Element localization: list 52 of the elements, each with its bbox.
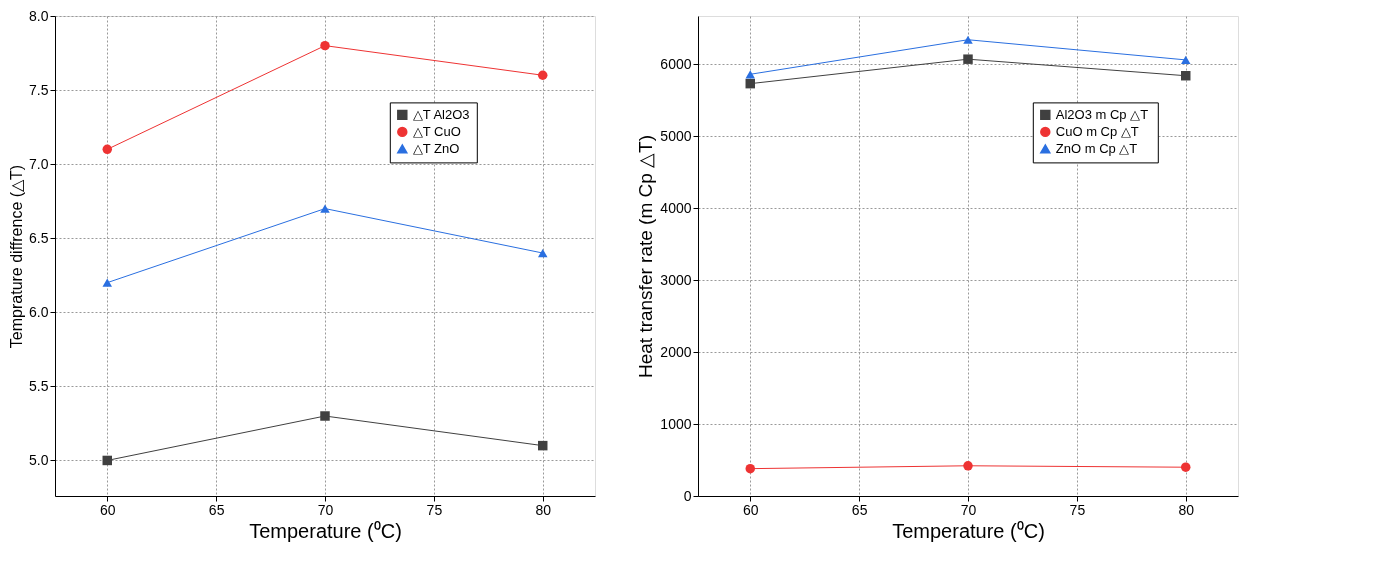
y-tick-label: 2000 [660,343,692,360]
y-tick-label: 7.5 [29,81,49,98]
y-tick-label: 7.0 [29,155,49,172]
x-tick-label: 75 [426,501,443,518]
point [320,411,330,421]
y-axis-title: Temprature diffrence (△T) [8,164,26,349]
x-axis-title: Temperature (⁰C) [892,519,1045,542]
y-tick-label: 6.0 [29,303,49,320]
y-tick-label: 6.5 [29,229,49,246]
legend-label: △T CuO [412,123,461,139]
point [963,461,973,471]
legend-label: ZnO m Cp △T [1055,140,1138,156]
legend-label: CuO m Cp △T [1055,123,1139,139]
x-tick-label: 70 [960,501,977,518]
y-tick-label: 4000 [660,199,692,216]
point [1181,55,1191,65]
point [1181,70,1191,81]
point [538,248,548,258]
y-tick-label: 5.0 [29,451,49,468]
point [963,54,973,64]
x-tick-label: 70 [317,501,334,518]
x-tick-label: 65 [208,501,225,518]
x-tick-label: 60 [99,501,116,518]
point [538,70,548,80]
y-tick-label: 5000 [660,127,692,144]
x-tick-label: 80 [1178,501,1195,518]
point [745,78,755,89]
x-tick-label: 80 [535,501,552,518]
x-axis-title: Temperature (⁰C) [249,519,402,542]
point [745,463,755,474]
point [102,144,112,155]
point [102,455,112,466]
point [538,440,548,451]
point [320,40,330,51]
x-tick-label: 65 [851,501,868,518]
y-tick-label: 5.5 [29,377,49,394]
x-tick-label: 75 [1069,501,1086,518]
point [1181,462,1191,472]
legend-label: △T ZnO [412,140,460,156]
y-tick-label: 3000 [660,271,692,288]
y-tick-label: 0 [683,487,692,504]
legend-label: △T Al2O3 [412,106,470,122]
point [320,204,330,213]
x-tick-label: 60 [742,501,759,518]
point [963,35,973,44]
point [745,70,755,79]
y-tick-label: 6000 [660,55,692,72]
point [102,278,112,287]
y-tick-label: 1000 [660,415,692,432]
y-tick-label: 8.0 [29,7,49,24]
legend-label: Al2O3 m Cp △T [1055,106,1149,122]
y-axis-title: Heat transfer rate (m Cp △T) [635,134,657,379]
